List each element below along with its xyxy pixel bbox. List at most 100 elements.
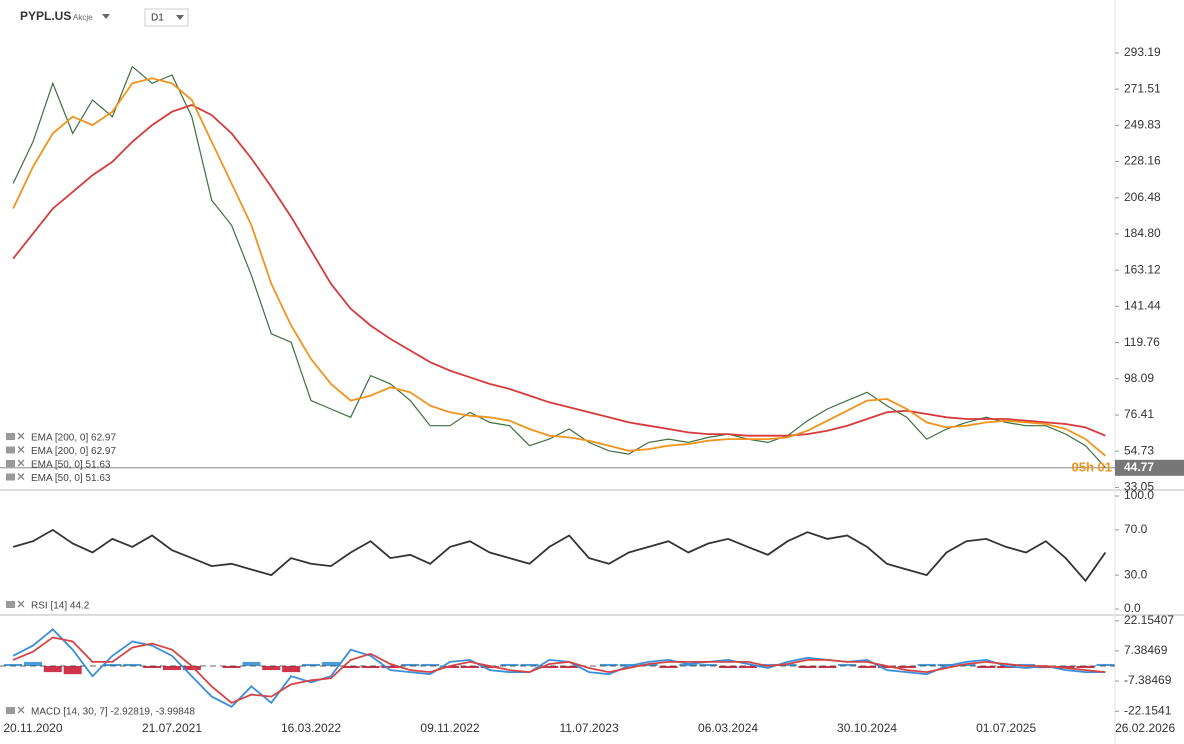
histogram-bar — [738, 666, 757, 669]
legend-close — [17, 459, 25, 467]
histogram-bar — [43, 666, 62, 673]
timeframe[interactable]: D1 — [151, 13, 164, 24]
histogram-bar — [123, 663, 142, 666]
x-tick-label: 09.11.2022 — [420, 721, 479, 735]
y-tick-label: -22.1541 — [1124, 703, 1172, 717]
histogram-bar — [917, 663, 936, 666]
histogram-bar — [599, 663, 618, 666]
legend-close — [17, 446, 25, 453]
y-tick-label: 7.38469 — [1124, 643, 1168, 657]
histogram-bar — [997, 666, 1016, 669]
histogram-bar — [460, 666, 479, 669]
histogram-bar — [937, 663, 956, 666]
y-tick-label: 141.44 — [1124, 299, 1161, 313]
histogram-bar — [63, 666, 82, 675]
legend-entry: EMA [50, 0] 51.63 — [31, 460, 111, 471]
legend-close — [17, 432, 25, 440]
x-tick-label: 11.07.2023 — [559, 721, 618, 735]
histogram-bar — [182, 666, 201, 671]
y-tick-label: 228.16 — [1124, 154, 1161, 168]
histogram-bar — [758, 663, 777, 666]
histogram-bar — [560, 666, 579, 669]
y-tick-label: 249.83 — [1124, 118, 1161, 132]
series-line — [12, 77, 1106, 457]
x-tick-label: 16.03.2022 — [281, 721, 341, 735]
legend-entry: EMA [200, 0] 62.97 — [31, 446, 116, 457]
histogram-bar — [520, 663, 539, 666]
histogram-bar — [858, 666, 877, 669]
histogram-bar — [341, 666, 360, 669]
x-tick-label: 21.07.2021 — [142, 721, 202, 735]
last-price-box — [1115, 459, 1184, 476]
histogram-bar — [838, 663, 857, 666]
histogram-bar — [381, 666, 400, 669]
legend-icon — [6, 433, 15, 440]
symbol-dropdown[interactable] — [102, 14, 110, 19]
y-tick-label: -7.38469 — [1124, 673, 1172, 687]
timeframe-dropdown[interactable] — [176, 15, 184, 20]
series-line — [12, 628, 1106, 708]
histogram-bar — [1036, 666, 1055, 669]
histogram-bar — [1016, 663, 1035, 666]
legend-entry: MACD [14, 30, 7] -2.92819, -3.99848 — [31, 707, 195, 718]
x-tick-label: 20.11.2020 — [3, 721, 62, 735]
x-tick-label: 01.07.2025 — [976, 721, 1036, 735]
legend-entry: EMA [50, 0] 51.63 — [31, 473, 111, 484]
series-line — [12, 65, 1106, 468]
histogram-bar — [699, 663, 718, 666]
histogram-bar — [1076, 666, 1095, 669]
histogram-bar — [162, 666, 181, 671]
histogram-bar — [1096, 663, 1115, 666]
histogram-bar — [480, 666, 499, 669]
histogram-bar — [659, 666, 678, 669]
histogram-bar — [619, 663, 638, 666]
histogram-bar — [143, 666, 162, 669]
x-tick-label: 30.10.2024 — [837, 721, 897, 735]
y-tick-label: 163.12 — [1124, 262, 1161, 276]
y-tick-label: 271.51 — [1124, 81, 1161, 95]
y-tick-label: 119.76 — [1124, 335, 1160, 349]
asset-class: Akcje — [73, 13, 93, 22]
y-tick-label: 33.05 — [1124, 480, 1154, 494]
histogram-bar — [877, 666, 896, 669]
histogram-bar — [500, 663, 519, 666]
legend-close — [17, 706, 25, 714]
series-line — [12, 528, 1107, 583]
histogram-bar — [778, 663, 797, 666]
histogram-bar — [282, 666, 301, 673]
histogram-bar — [897, 666, 916, 669]
histogram-bar — [818, 666, 837, 669]
legend-entry: RSI [14] 44.2 — [31, 601, 90, 612]
histogram-bar — [103, 663, 122, 666]
legend-icon — [6, 446, 15, 454]
timeframe-box[interactable] — [144, 8, 189, 27]
histogram-bar — [719, 666, 738, 669]
countdown: 05h 01 — [1072, 459, 1112, 474]
histogram-bar — [222, 666, 241, 669]
histogram-bar — [798, 666, 817, 669]
histogram-bar — [441, 666, 460, 669]
x-tick-label: 26.02.2026 — [1115, 721, 1175, 735]
histogram-bar — [421, 663, 440, 666]
histogram-bar — [302, 663, 320, 666]
y-tick-label: 76.41 — [1124, 407, 1154, 421]
y-tick-label: 70.0 — [1124, 522, 1148, 536]
symbol[interactable]: PYPL.US — [20, 9, 71, 23]
legend-icon — [6, 707, 15, 714]
y-tick-label: 293.19 — [1124, 45, 1161, 59]
y-tick-label: 22.15407 — [1124, 613, 1174, 627]
legend-icon — [6, 473, 15, 481]
histogram-bar — [262, 666, 281, 671]
legend-entry: EMA [200, 0] 62.97 — [31, 433, 116, 444]
histogram-bar — [23, 661, 42, 666]
y-tick-label: 184.80 — [1124, 226, 1161, 240]
histogram-bar — [977, 666, 996, 669]
y-tick-label: 54.73 — [1124, 443, 1154, 457]
histogram-bar — [242, 661, 261, 666]
legend-close — [17, 473, 25, 480]
histogram-bar — [639, 663, 658, 666]
legend-icon — [6, 460, 15, 467]
legend-close — [17, 600, 25, 608]
